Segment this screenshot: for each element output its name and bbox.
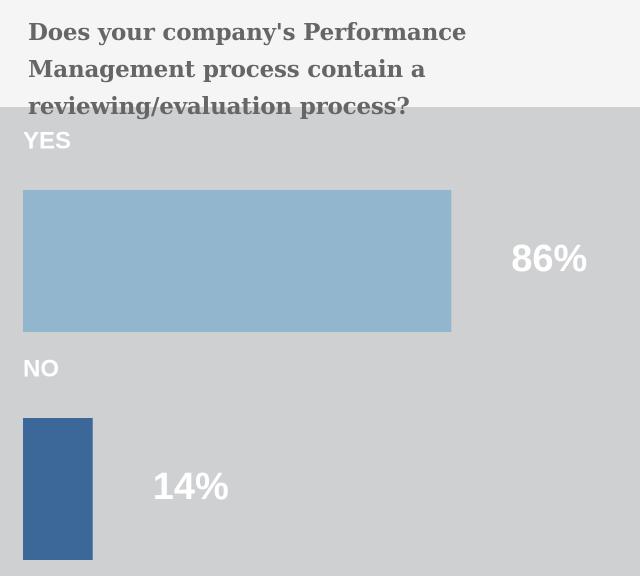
chart: YES 86% NO 14% bbox=[23, 127, 587, 560]
chart-title: Does your company's Performance Manageme… bbox=[0, 0, 640, 120]
value-label: 86% bbox=[511, 238, 587, 280]
category-label: YES bbox=[23, 127, 71, 154]
bar bbox=[23, 190, 452, 332]
category-label: NO bbox=[23, 355, 59, 382]
bar bbox=[23, 418, 93, 560]
value-label: 14% bbox=[153, 466, 229, 508]
